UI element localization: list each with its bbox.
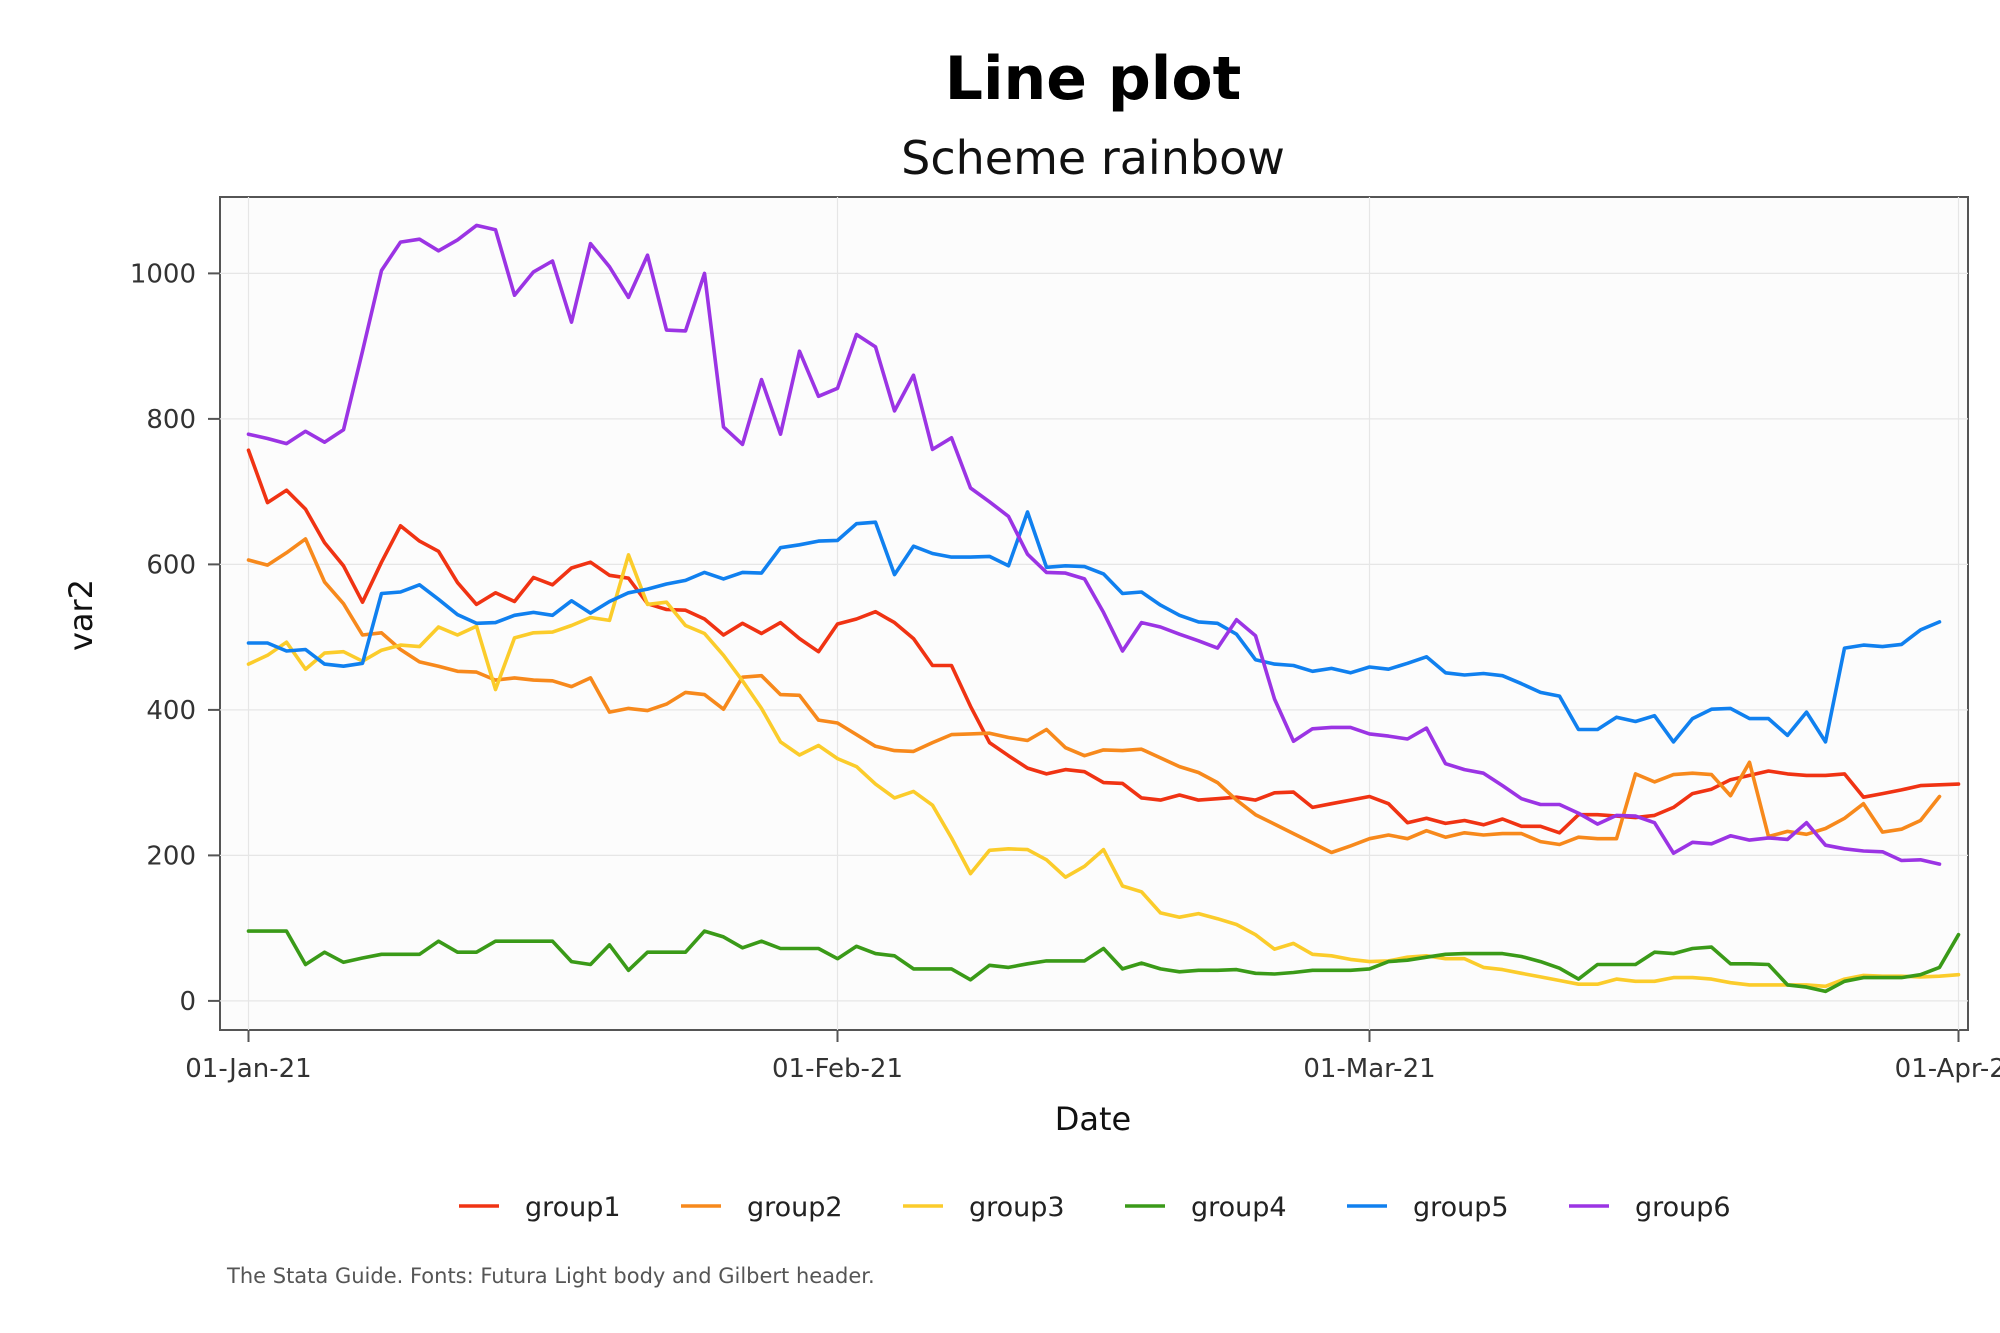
series-line-group2 (246, 537, 1942, 855)
x-tick-label: 01-Apr-21 (1895, 1054, 2000, 1084)
x-tick-label: 01-Jan-21 (185, 1054, 311, 1084)
legend-label-group4: group4 (1191, 1192, 1287, 1223)
legend-label-group2: group2 (747, 1192, 843, 1223)
series-line-group5 (246, 510, 1942, 744)
chart-title: Line plot (945, 44, 1242, 114)
x-tick-label: 01-Feb-21 (772, 1054, 903, 1084)
gridlines (220, 197, 1968, 1030)
y-tick-label: 400 (146, 696, 196, 726)
legend-label-group1: group1 (525, 1192, 621, 1223)
series-line-group1 (246, 448, 1961, 835)
chart-note: The Stata Guide. Fonts: Futura Light bod… (226, 1264, 875, 1288)
legend-label-group5: group5 (1413, 1192, 1509, 1223)
x-tick-label: 01-Mar-21 (1303, 1054, 1435, 1084)
chart-subtitle: Scheme rainbow (901, 131, 1285, 185)
series-line-group4 (246, 929, 1961, 994)
y-tick-label: 1000 (130, 259, 196, 289)
legend-label-group3: group3 (969, 1192, 1065, 1223)
x-axis-title: Date (1055, 1100, 1131, 1138)
y-tick-label: 800 (146, 405, 196, 435)
series-line-group6 (246, 223, 1942, 866)
legend: group1 group2 group3 group4 group5 group6 (459, 1192, 1731, 1223)
y-tick-label: 600 (146, 550, 196, 580)
legend-label-group6: group6 (1635, 1192, 1731, 1223)
series-line-group3 (246, 553, 1961, 989)
series-lines (246, 223, 1961, 994)
plot-area (219, 196, 1969, 1031)
y-tick-label: 200 (146, 841, 196, 871)
y-axis-title: var2 (62, 579, 100, 651)
axes: 0 200 400 600 800 1000 01-Jan-21 01-Feb-21 01-Ma… (130, 259, 2000, 1084)
y-tick-label: 0 (179, 987, 196, 1017)
